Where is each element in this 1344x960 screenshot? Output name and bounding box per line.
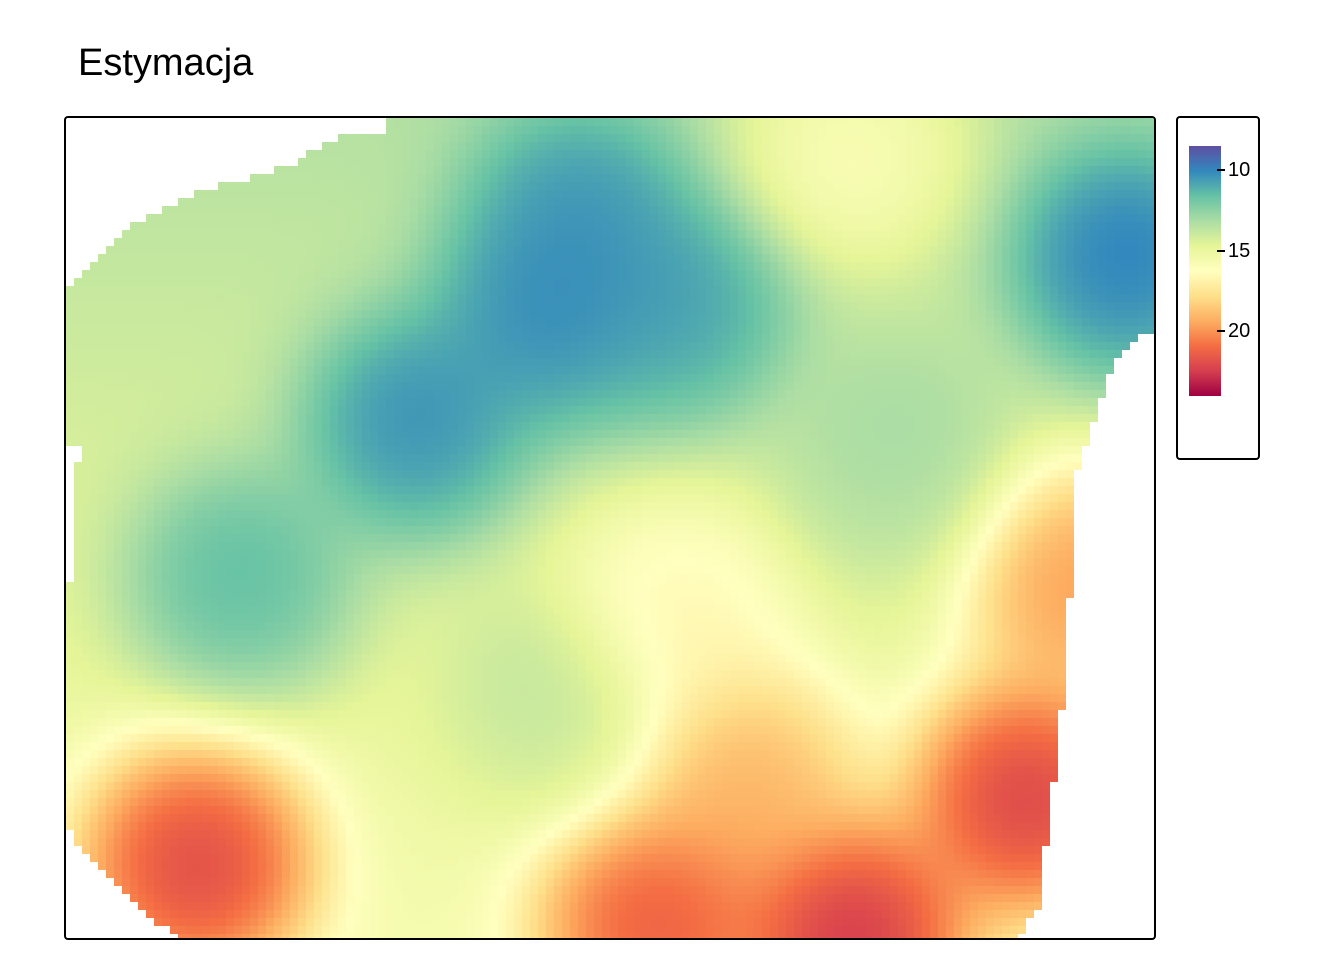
estimation-raster xyxy=(66,118,1154,938)
map-panel xyxy=(64,116,1156,940)
legend-tick xyxy=(1217,249,1225,252)
legend-tick xyxy=(1217,330,1225,333)
legend-tick-label: 10 xyxy=(1228,159,1251,182)
legend-tick-label: 15 xyxy=(1228,239,1251,262)
legend-tick xyxy=(1217,169,1225,172)
legend: 10 15 20 xyxy=(1176,116,1260,460)
legend-colorbar xyxy=(1189,146,1221,396)
map-title: Estymacja xyxy=(78,42,254,84)
legend-tick-label: 20 xyxy=(1228,320,1251,343)
